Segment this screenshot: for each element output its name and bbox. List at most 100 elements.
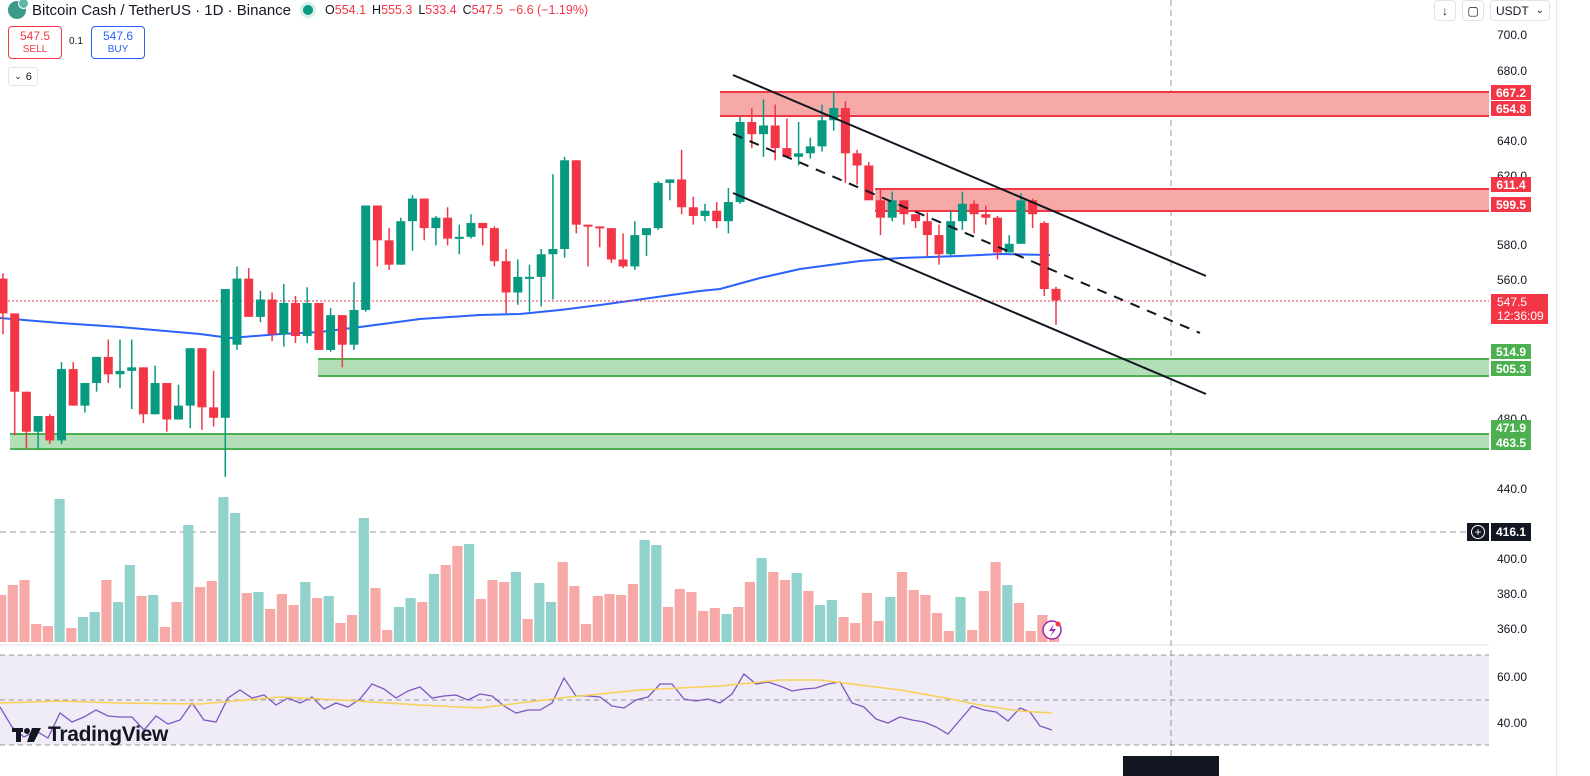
volume-bar	[183, 525, 194, 642]
candle-body	[431, 217, 441, 229]
candle-body	[396, 221, 406, 265]
candle-body	[1028, 200, 1038, 215]
price-tick: 60.00	[1497, 670, 1528, 684]
candle-body	[583, 224, 593, 227]
volume-bar	[815, 605, 826, 642]
volume-bar	[31, 624, 42, 642]
candle-body	[805, 146, 815, 154]
candle-body	[829, 108, 839, 121]
indicators-toggle[interactable]: ⌄ 6	[8, 67, 38, 86]
candle-body	[267, 299, 277, 335]
candle-body	[700, 210, 710, 216]
price-tick: 560.0	[1497, 273, 1528, 287]
right-sidebar	[1556, 0, 1590, 776]
lightning-glyph-icon	[1049, 624, 1056, 637]
open-value: 554.1	[334, 3, 367, 17]
low-value: 533.4	[425, 3, 457, 17]
volume-bar	[428, 574, 440, 642]
fullscreen-icon: ▢	[1467, 3, 1479, 18]
candle-body	[630, 235, 640, 267]
indicator-count: 6	[25, 70, 32, 83]
volume-bar	[241, 593, 252, 642]
add-alert-button[interactable]: +	[1467, 523, 1489, 541]
candle-body	[981, 214, 991, 218]
volume-bar	[920, 595, 931, 642]
volume-bar	[838, 617, 849, 642]
candle-body	[127, 367, 137, 371]
candle-body	[1016, 200, 1026, 244]
volume-bar	[218, 497, 229, 642]
candle-body	[349, 309, 359, 345]
price-tick: 40.00	[1497, 716, 1528, 730]
moving-average-line	[0, 252, 1051, 340]
volume-bar	[452, 546, 463, 642]
candle-body	[501, 261, 511, 293]
candle-body	[876, 200, 885, 218]
sell-label: SELL	[22, 43, 48, 55]
close-value: 547.5	[471, 3, 503, 17]
arrow-down-icon: ↓	[1442, 3, 1448, 18]
volume-bar	[932, 613, 943, 642]
volume-bar	[323, 596, 334, 642]
tradingview-mark-icon	[12, 728, 41, 742]
volume-bar	[77, 617, 89, 642]
volume-bar	[943, 631, 954, 642]
candle-body	[548, 249, 558, 255]
candle-body	[45, 416, 55, 441]
support-zone-1	[318, 359, 1489, 376]
channel-upper-line	[732, 74, 1207, 277]
candle-body	[174, 405, 183, 420]
candle-body	[33, 416, 43, 432]
volume-bar	[955, 597, 966, 642]
volume-bar	[230, 513, 241, 642]
spread-value: 0.1	[69, 36, 83, 47]
sell-price: 547.5	[19, 28, 51, 43]
symbol-header: Bitcoin Cash / TetherUS · 1D · Binance O…	[8, 0, 588, 19]
candle-body	[384, 240, 394, 265]
notification-dot-icon	[1055, 621, 1061, 627]
volume-bar	[651, 545, 662, 642]
sell-button[interactable]: 547.5 SELL	[8, 26, 62, 59]
volume-bar	[311, 598, 323, 642]
candle-body	[969, 203, 979, 215]
scroll-to-latest-button[interactable]: ↓	[1434, 0, 1456, 21]
volume-bar	[873, 621, 884, 642]
currency-select[interactable]: USDT ⌄	[1490, 0, 1550, 21]
zone-price-tag: 599.5	[1491, 197, 1531, 212]
symbol-title[interactable]: Bitcoin Cash / TetherUS · 1D · Binance	[32, 1, 292, 19]
bch-logo-icon	[8, 0, 29, 19]
volume-bar	[475, 599, 486, 642]
candle-body	[606, 228, 616, 260]
volume-bar	[698, 611, 709, 642]
volume-bar	[300, 582, 311, 642]
candle-body	[314, 302, 324, 350]
price-tick: 440.0	[1497, 482, 1528, 496]
volume-bar	[616, 595, 627, 642]
candle-body	[10, 313, 20, 392]
volume-bar	[440, 565, 451, 642]
logo-text: TradingView	[48, 723, 169, 746]
candle-body	[946, 221, 956, 255]
fullscreen-button[interactable]: ▢	[1462, 0, 1484, 21]
candle-body	[794, 153, 804, 157]
rsi-pane	[0, 655, 1489, 745]
last-price-tag: 547.5 12:36:09	[1491, 294, 1548, 324]
rsi-ma-line	[0, 679, 1053, 714]
candle-body	[220, 289, 230, 418]
volume-bar	[510, 572, 521, 642]
candle-body	[326, 315, 336, 350]
volume-bar	[124, 565, 135, 642]
buy-button[interactable]: 547.6 BUY	[91, 26, 145, 59]
candle-body	[372, 205, 382, 241]
volume-bar	[265, 609, 276, 642]
volume-bar	[19, 580, 30, 642]
candle-body	[209, 407, 219, 418]
candle-body	[747, 122, 757, 135]
volume-bar	[885, 597, 896, 642]
tradingview-logo[interactable]: TradingView	[12, 723, 168, 747]
volume-bar	[779, 580, 791, 642]
volume-bar	[148, 595, 159, 642]
candle-body	[197, 348, 207, 408]
